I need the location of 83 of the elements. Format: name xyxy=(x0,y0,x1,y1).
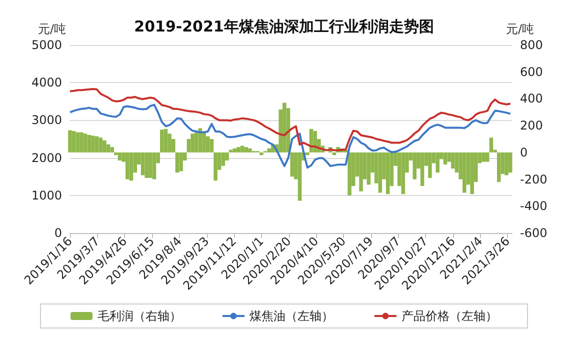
bar xyxy=(436,152,440,173)
bar xyxy=(76,132,80,152)
bar xyxy=(359,152,363,192)
bar xyxy=(489,138,494,152)
bar xyxy=(190,134,194,152)
bar xyxy=(470,152,474,194)
bar xyxy=(110,147,114,152)
chart-title: 2019-2021年煤焦油深加工行业利润走势图 xyxy=(134,18,434,36)
bar xyxy=(228,150,233,152)
bar xyxy=(298,152,302,201)
bar xyxy=(236,147,240,152)
bar xyxy=(496,152,501,182)
bar xyxy=(378,152,382,193)
bar xyxy=(72,130,76,152)
bar xyxy=(164,128,168,152)
y-tick-label: 2000 xyxy=(31,150,62,165)
bar xyxy=(68,130,72,152)
bar xyxy=(80,132,84,152)
bar xyxy=(179,152,183,172)
bar xyxy=(118,152,122,160)
bar xyxy=(102,140,106,152)
y2-tick-label: 400 xyxy=(520,92,543,106)
bar xyxy=(248,148,252,152)
bar xyxy=(462,152,466,193)
bar xyxy=(214,152,218,181)
bar xyxy=(206,136,210,152)
bar xyxy=(221,152,226,166)
bar xyxy=(482,152,486,162)
bar xyxy=(267,148,272,152)
y2-tick-label: 600 xyxy=(520,64,543,79)
bar xyxy=(98,138,103,152)
y-tick-label: 4000 xyxy=(31,76,62,90)
bar xyxy=(210,139,214,152)
bar xyxy=(129,152,134,181)
bar xyxy=(160,130,164,152)
y-tick-label: 0 xyxy=(54,226,62,240)
bar xyxy=(126,152,130,180)
line-series xyxy=(69,88,512,152)
bar xyxy=(140,152,145,176)
y-tick-label: 5000 xyxy=(31,38,62,52)
bar xyxy=(106,144,110,152)
bar xyxy=(144,152,148,178)
bar xyxy=(202,132,206,152)
bar xyxy=(420,152,424,186)
bar xyxy=(428,152,432,178)
y-tick-label: 3000 xyxy=(31,113,62,128)
y-axis-title: 元/吨 xyxy=(38,22,66,36)
bar xyxy=(401,152,406,194)
bar xyxy=(508,152,512,173)
bar xyxy=(412,152,417,180)
legend-label: 产品价格（左轴） xyxy=(402,309,498,323)
bar xyxy=(386,152,390,194)
bar xyxy=(87,134,92,152)
bar xyxy=(260,152,264,156)
bar xyxy=(148,152,152,178)
bar xyxy=(366,152,371,185)
bar xyxy=(152,152,156,180)
bar xyxy=(443,152,448,165)
bar xyxy=(94,136,99,152)
bar xyxy=(240,146,244,152)
bar xyxy=(348,152,352,196)
y2-tick-label: -400 xyxy=(520,199,548,214)
bar xyxy=(232,148,237,152)
bar xyxy=(244,147,248,152)
bar xyxy=(282,102,286,152)
legend-label: 煤焦油（左轴） xyxy=(250,309,334,323)
y2-tick-label: 800 xyxy=(520,38,543,52)
y2-tick-label: -200 xyxy=(520,172,548,186)
y2-tick-label: 200 xyxy=(520,118,543,133)
bar xyxy=(290,152,294,177)
bar xyxy=(451,152,455,169)
bar xyxy=(175,152,180,173)
y2-axis-title: 元/吨 xyxy=(506,22,534,36)
line-series xyxy=(69,104,512,169)
bar xyxy=(504,152,508,176)
y-tick-label: 1000 xyxy=(31,188,62,202)
bar xyxy=(486,152,490,162)
y2-tick-label: 0 xyxy=(520,145,528,160)
bar xyxy=(91,136,95,152)
bar xyxy=(83,134,88,152)
legend-label: 毛利润（右轴） xyxy=(98,309,182,323)
bar xyxy=(194,132,198,152)
y2-tick-label: -600 xyxy=(520,226,548,240)
